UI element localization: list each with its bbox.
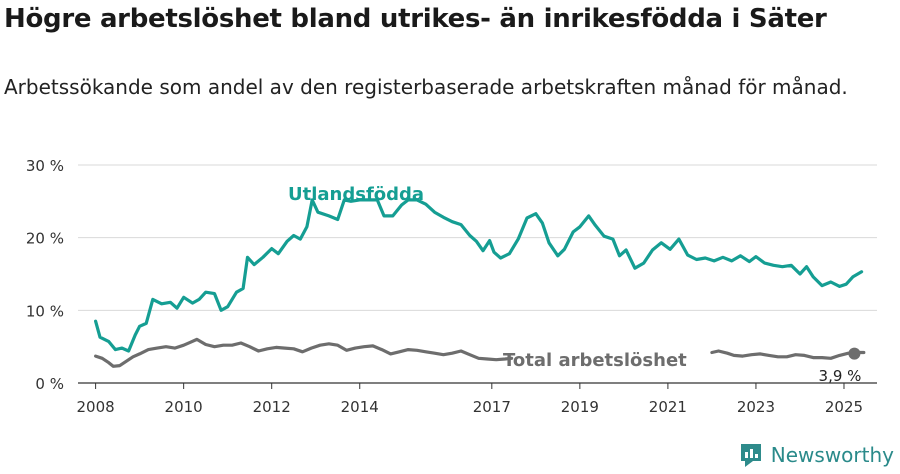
brand-name: Newsworthy: [770, 443, 894, 467]
brand-logo: Newsworthy: [739, 442, 894, 468]
series-label-utlandsfodda: Utlandsfödda: [288, 184, 424, 205]
chart-subtitle: Arbetssökande som andel av den registerb…: [4, 75, 848, 99]
series-line-total: [94, 337, 514, 368]
x-tick-label: 2014: [341, 398, 379, 416]
x-tick-label: 2017: [473, 398, 511, 416]
y-tick-label: 0 %: [35, 375, 64, 393]
x-tick-label: 2021: [649, 398, 687, 416]
y-tick-label: 30 %: [26, 157, 64, 175]
x-tick-label: 2008: [77, 398, 115, 416]
x-tick-label: 2025: [825, 398, 863, 416]
series-line-utlandsfodda: [94, 198, 864, 353]
x-tick-label: 2012: [253, 398, 291, 416]
x-tick-label: 2019: [561, 398, 599, 416]
newsworthy-logo-icon: [740, 444, 761, 467]
y-tick-label: 10 %: [26, 302, 64, 320]
chart-title: Högre arbetslöshet bland utrikes- än inr…: [4, 4, 827, 34]
x-tick-label: 2023: [737, 398, 775, 416]
last-value-label: 3,9 %: [819, 367, 862, 385]
series-label-total: Total arbetslöshet: [503, 350, 687, 371]
x-tick-label: 2010: [165, 398, 203, 416]
last-value-dot: [848, 347, 861, 360]
series-line-total: [710, 349, 866, 360]
y-tick-label: 20 %: [26, 230, 64, 248]
